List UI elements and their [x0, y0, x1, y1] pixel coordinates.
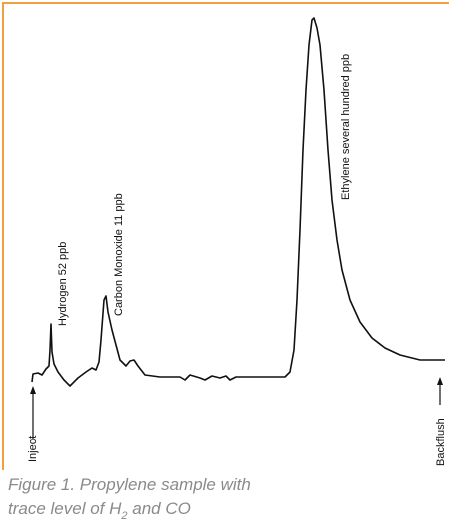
caption-subscript: 2: [120, 510, 127, 522]
backflush-arrow: [437, 377, 443, 405]
chromatogram-trace: [31, 17, 445, 387]
figure-frame: [2, 2, 449, 470]
marker-label: Inject: [27, 436, 39, 462]
peak-label: Ethylene several hundred ppb: [340, 54, 352, 200]
peak-label: Hydrogen 52 ppb: [57, 242, 69, 326]
inject-arrow: [30, 386, 36, 440]
peak-label: Carbon Monoxide 11 ppb: [113, 193, 125, 316]
marker-label: Backflush: [435, 418, 447, 466]
caption-text: and CO: [128, 499, 191, 518]
caption-line: trace level of H2 and CO: [8, 499, 191, 522]
caption-line: Figure 1. Propylene sample with: [8, 475, 251, 494]
caption-text: trace level of H: [8, 499, 122, 518]
